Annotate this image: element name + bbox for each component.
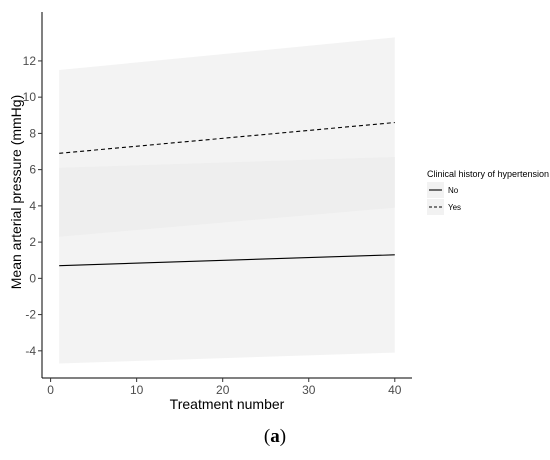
- x-tick-label: 10: [130, 383, 144, 397]
- y-tick-label: -2: [25, 308, 36, 322]
- y-tick-label: 8: [29, 126, 36, 140]
- legend-title: Clinical history of hypertension: [427, 169, 549, 179]
- confidence-ribbons: [59, 37, 395, 364]
- x-tick-label: 20: [216, 383, 230, 397]
- y-tick-label: 10: [23, 90, 37, 104]
- x-tick-label: 40: [388, 383, 402, 397]
- figure-caption: (a): [263, 426, 287, 447]
- y-tick-label: 12: [23, 54, 37, 68]
- x-tick-label: 30: [302, 383, 316, 397]
- y-tick-label: 4: [29, 199, 36, 213]
- x-axis-title: Treatment number: [170, 396, 285, 412]
- y-tick-label: 2: [29, 235, 36, 249]
- figure-label: a: [270, 426, 280, 447]
- axes: -4 -2 0 2 4 6 8 10 12 0 10 20 30 40: [23, 12, 412, 397]
- legend-label-yes: Yes: [448, 203, 461, 212]
- legend-label-no: No: [448, 186, 459, 195]
- y-tick-label: -4: [25, 344, 36, 358]
- y-tick-label: 0: [29, 271, 36, 285]
- x-tick-label: 0: [47, 383, 54, 397]
- y-axis-title: Mean arterial pressure (mmHg): [8, 95, 24, 290]
- series-line-no: [59, 254, 395, 267]
- legend: Clinical history of hypertension No Yes: [427, 169, 549, 215]
- series-lines: [59, 121, 395, 267]
- series-line-yes: [59, 121, 395, 154]
- y-tick-label: 6: [29, 163, 36, 177]
- ci-ribbon-yes: [59, 37, 395, 237]
